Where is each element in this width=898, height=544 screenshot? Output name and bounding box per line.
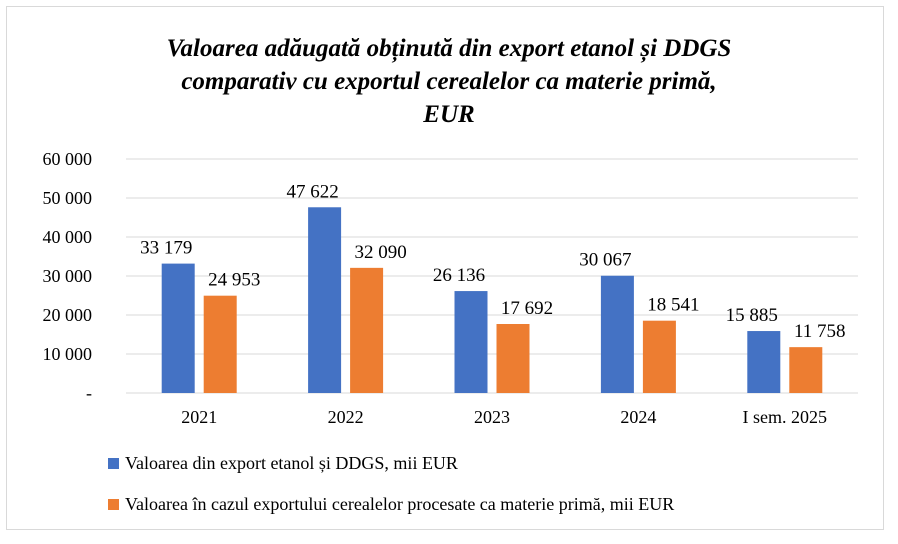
x-tick-label: I sem. 2025 — [743, 407, 828, 427]
legend-swatch-series-1 — [108, 458, 119, 469]
y-tick-label: 60 000 — [43, 149, 93, 169]
data-label-series-1: 33 179 — [140, 238, 192, 259]
data-label-series-2: 17 692 — [501, 298, 553, 319]
bar-series-1 — [747, 331, 781, 393]
x-tick-label: 2022 — [328, 407, 364, 427]
data-label-series-2: 11 758 — [794, 321, 846, 342]
chart-title-line-2: comparativ cu exportul cerealelor ca mat… — [181, 68, 717, 95]
y-tick-label: 50 000 — [43, 188, 93, 208]
y-tick-label: 40 000 — [43, 227, 93, 247]
legend-swatch-series-2 — [108, 499, 119, 510]
bar-series-1 — [600, 275, 634, 393]
data-label-series-2: 24 953 — [208, 270, 260, 291]
bar-series-1 — [454, 291, 488, 393]
bar-series-2 — [642, 320, 676, 393]
y-tick-label: - — [86, 383, 92, 403]
x-tick-label: 2023 — [474, 407, 510, 427]
y-tick-label: 30 000 — [43, 266, 93, 286]
bar-series-1 — [308, 207, 342, 393]
data-label-series-1: 26 136 — [433, 265, 485, 286]
chart-title: Valoarea adăugată obținută din export et… — [0, 32, 898, 131]
legend-item-series-1: Valoarea din export etanol și DDGS, mii … — [108, 452, 674, 475]
chart-legend: Valoarea din export etanol și DDGS, mii … — [108, 452, 674, 534]
legend-label-series-1: Valoarea din export etanol și DDGS, mii … — [125, 453, 458, 473]
legend-item-series-2: Valoarea în cazul exportului cerealelor … — [108, 493, 674, 516]
data-label-series-2: 18 541 — [647, 295, 699, 316]
chart-title-line-1: Valoarea adăugată obținută din export et… — [166, 35, 732, 62]
data-label-series-1: 30 067 — [579, 250, 631, 271]
x-tick-label: 2021 — [181, 407, 217, 427]
y-tick-label: 10 000 — [43, 344, 93, 364]
legend-label-series-2: Valoarea în cazul exportului cerealelor … — [125, 494, 675, 514]
x-tick-label: 2024 — [620, 407, 656, 427]
bar-series-2 — [350, 267, 384, 393]
bar-series-1 — [161, 263, 195, 393]
data-label-series-1: 15 885 — [726, 305, 778, 326]
bar-series-2 — [496, 324, 530, 393]
data-label-series-1: 47 622 — [286, 181, 338, 202]
data-label-series-2: 32 090 — [354, 242, 406, 263]
bar-series-2 — [789, 347, 823, 393]
y-tick-label: 20 000 — [43, 305, 93, 325]
chart-frame — [6, 6, 884, 530]
bar-series-2 — [203, 295, 237, 393]
chart-title-line-3: EUR — [423, 101, 475, 128]
